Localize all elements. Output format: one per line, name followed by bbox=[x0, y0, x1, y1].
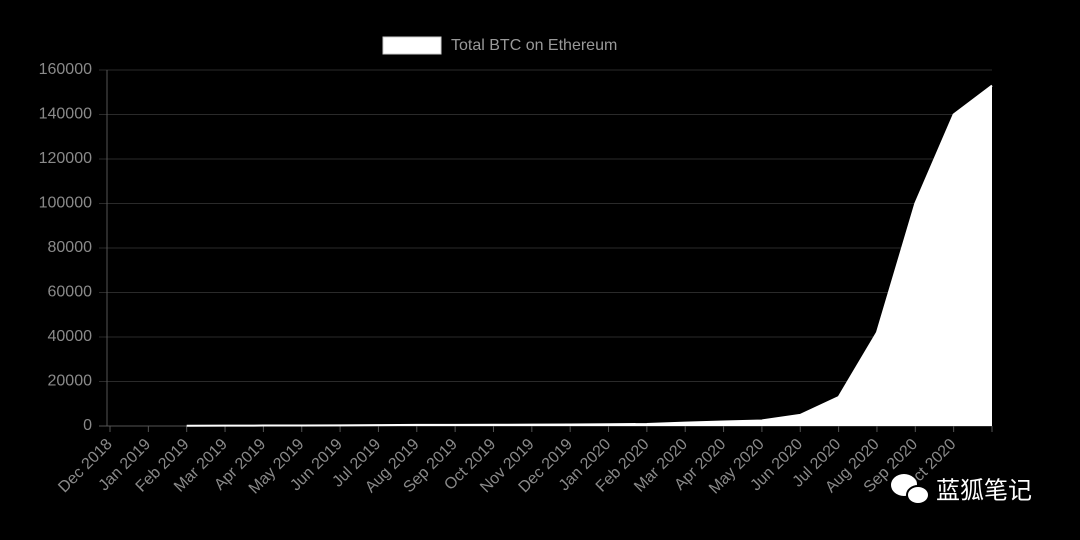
y-tick-label: 140000 bbox=[39, 106, 92, 123]
y-tick-label: 40000 bbox=[48, 328, 93, 345]
y-tick-label: 80000 bbox=[48, 239, 93, 256]
legend-label: Total BTC on Ethereum bbox=[451, 37, 617, 54]
y-tick-label: 60000 bbox=[48, 284, 93, 301]
y-tick-label: 160000 bbox=[39, 61, 92, 78]
y-tick-label: 0 bbox=[83, 417, 92, 434]
y-tick-label: 20000 bbox=[48, 373, 93, 390]
watermark-icon bbox=[891, 474, 930, 505]
y-tick-label: 120000 bbox=[39, 150, 92, 167]
area-fill bbox=[186, 85, 992, 426]
watermark: 蓝狐笔记 bbox=[936, 477, 1032, 504]
y-tick-label: 100000 bbox=[39, 195, 92, 212]
legend-swatch bbox=[382, 36, 442, 55]
area-line bbox=[186, 84, 993, 427]
